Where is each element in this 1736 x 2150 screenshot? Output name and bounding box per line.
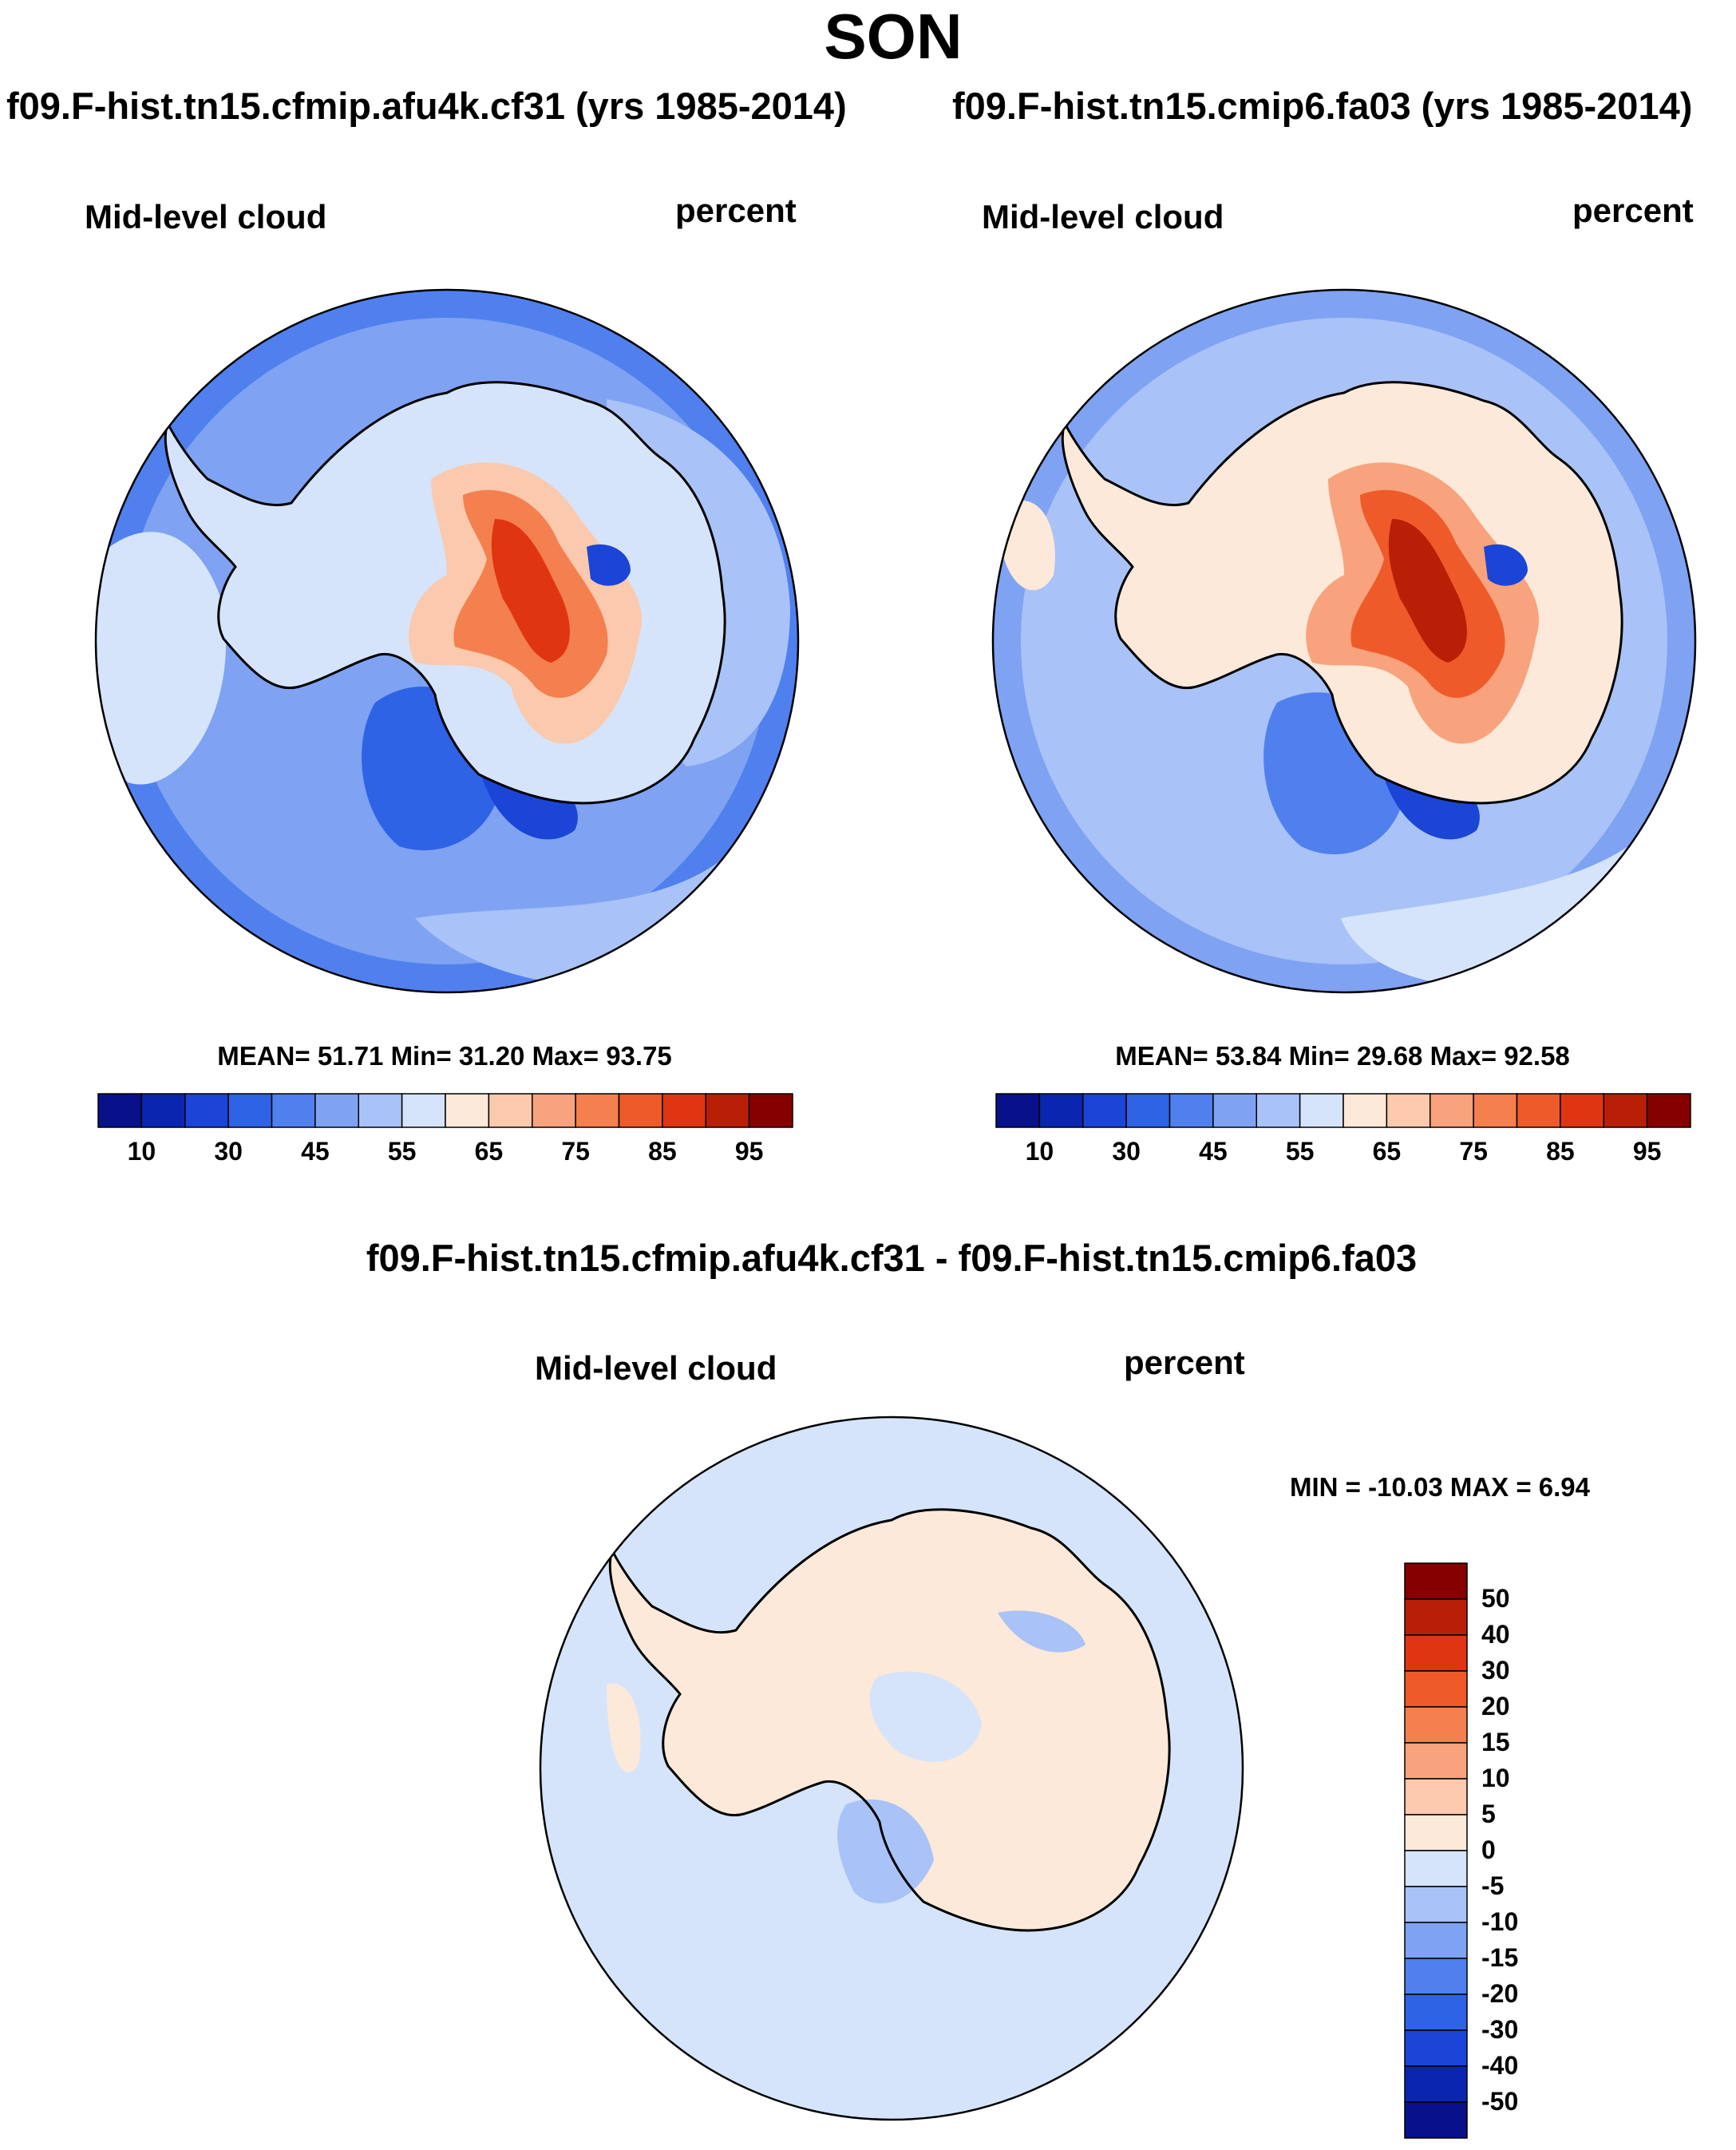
colorbar-tick-label: 0 bbox=[1481, 1835, 1496, 1864]
colorbar-tick-label: -10 bbox=[1481, 1907, 1519, 1936]
colorbar-swatch bbox=[532, 1093, 576, 1128]
colorbar-swatch bbox=[184, 1093, 229, 1128]
colorbar-tick-label: 10 bbox=[127, 1137, 156, 1166]
colorbar-swatch bbox=[97, 1093, 143, 1128]
colorbar-swatch bbox=[1404, 1922, 1468, 1959]
colorbar-tick-label: -20 bbox=[1481, 1979, 1519, 2008]
colorbar-swatch bbox=[227, 1093, 273, 1128]
panel1-map bbox=[96, 290, 798, 992]
colorbar-tick-label: 30 bbox=[1481, 1656, 1510, 1685]
colorbar-tick-label: 45 bbox=[301, 1137, 330, 1166]
colorbar-swatch bbox=[748, 1093, 793, 1128]
colorbar-swatch bbox=[488, 1093, 533, 1128]
colorbar-swatch bbox=[618, 1093, 663, 1128]
colorbar-tick-label: 5 bbox=[1481, 1800, 1496, 1828]
colorbar-tick-label: 85 bbox=[648, 1137, 677, 1166]
colorbar-swatch bbox=[1404, 1814, 1468, 1851]
colorbar-swatch bbox=[271, 1093, 316, 1128]
colorbar-swatch bbox=[314, 1093, 359, 1128]
colorbar-swatch bbox=[1212, 1093, 1257, 1128]
colorbar-swatch bbox=[1404, 1670, 1468, 1708]
colorbar-swatch bbox=[1404, 2029, 1468, 2067]
colorbar-tick-label: 40 bbox=[1481, 1620, 1510, 1649]
panel1-stats: MEAN= 51.71 Min= 31.20 Max= 93.75 bbox=[217, 1041, 672, 1071]
diff-variable-label: Mid-level cloud bbox=[535, 1349, 777, 1387]
colorbar-tick-label: 95 bbox=[734, 1137, 764, 1166]
colorbar-tick-label: 85 bbox=[1546, 1137, 1575, 1166]
colorbar-swatch bbox=[995, 1093, 1041, 1128]
colorbar-swatch bbox=[1560, 1093, 1604, 1128]
colorbar-tick-label: 10 bbox=[1481, 1764, 1510, 1792]
colorbar-swatch bbox=[445, 1093, 490, 1128]
colorbar-tick-label: 65 bbox=[474, 1137, 504, 1166]
colorbar-tick-label: 15 bbox=[1481, 1728, 1510, 1756]
panel2-colorbar bbox=[995, 1093, 1691, 1128]
colorbar-swatch bbox=[1404, 1958, 1468, 1995]
colorbar-tick-label: 50 bbox=[1481, 1584, 1510, 1613]
colorbar-swatch bbox=[1404, 1886, 1468, 1923]
panel2-case-title: f09.F-hist.tn15.cmip6.fa03 (yrs 1985-201… bbox=[952, 85, 1693, 127]
colorbar-swatch bbox=[1473, 1093, 1518, 1128]
colorbar-swatch bbox=[1404, 1994, 1468, 2031]
colorbar-swatch bbox=[1404, 1706, 1468, 1744]
colorbar-tick-label: 65 bbox=[1372, 1137, 1402, 1166]
colorbar-swatch bbox=[662, 1093, 706, 1128]
colorbar-swatch bbox=[1404, 1850, 1468, 1887]
colorbar-tick-label: 30 bbox=[214, 1137, 243, 1166]
panel2-map bbox=[993, 290, 1695, 992]
diff-units-label: percent bbox=[1124, 1344, 1245, 1381]
diff-stats: MIN = -10.03 MAX = 6.94 bbox=[1290, 1472, 1591, 1502]
main-title: SON bbox=[824, 1, 963, 72]
colorbar-tick-label: 20 bbox=[1481, 1692, 1510, 1720]
colorbar-swatch bbox=[705, 1093, 750, 1128]
colorbar-swatch bbox=[575, 1093, 620, 1128]
colorbar-tick-label: 10 bbox=[1025, 1137, 1054, 1166]
colorbar-swatch bbox=[1256, 1093, 1301, 1128]
panel2-stats: MEAN= 53.84 Min= 29.68 Max= 92.58 bbox=[1115, 1041, 1570, 1071]
colorbar-swatch bbox=[1125, 1093, 1171, 1128]
colorbar-swatch bbox=[1404, 2101, 1468, 2139]
colorbar-swatch bbox=[1038, 1093, 1084, 1128]
colorbar-tick-label: 75 bbox=[1459, 1137, 1488, 1166]
colorbar-swatch bbox=[401, 1093, 446, 1128]
colorbar-swatch bbox=[1343, 1093, 1388, 1128]
panel1-colorbar bbox=[97, 1093, 793, 1128]
colorbar-swatch bbox=[1404, 1598, 1468, 1636]
colorbar-tick-label: 75 bbox=[561, 1137, 590, 1166]
colorbar-swatch bbox=[1169, 1093, 1214, 1128]
colorbar-swatch bbox=[1430, 1093, 1474, 1128]
colorbar-swatch bbox=[1603, 1093, 1648, 1128]
diff-colorbar bbox=[1404, 1562, 1468, 2139]
panel2-units-label: percent bbox=[1572, 192, 1694, 229]
colorbar-swatch bbox=[1082, 1093, 1127, 1128]
colorbar-tick-label: -15 bbox=[1481, 1943, 1519, 1972]
colorbar-swatch bbox=[1404, 1562, 1468, 1600]
colorbar-tick-label: -5 bbox=[1481, 1871, 1505, 1900]
colorbar-tick-label: 45 bbox=[1199, 1137, 1228, 1166]
colorbar-tick-label: 30 bbox=[1112, 1137, 1141, 1166]
colorbar-swatch bbox=[1646, 1093, 1691, 1128]
panel2-variable-label: Mid-level cloud bbox=[982, 198, 1224, 236]
colorbar-swatch bbox=[1386, 1093, 1431, 1128]
colorbar-tick-label: 55 bbox=[387, 1137, 417, 1166]
colorbar-tick-label: -30 bbox=[1481, 2015, 1519, 2044]
colorbar-swatch bbox=[1404, 1742, 1468, 1780]
colorbar-tick-label: 55 bbox=[1285, 1137, 1315, 1166]
colorbar-swatch bbox=[1516, 1093, 1561, 1128]
colorbar-tick-label: -40 bbox=[1481, 2051, 1519, 2080]
panel1-units-label: percent bbox=[675, 192, 797, 229]
diff-map bbox=[540, 1417, 1243, 2120]
colorbar-swatch bbox=[140, 1093, 186, 1128]
panel1-case-title: f09.F-hist.tn15.cfmip.afu4k.cf31 (yrs 19… bbox=[6, 85, 847, 127]
colorbar-swatch bbox=[1299, 1093, 1344, 1128]
colorbar-tick-label: -50 bbox=[1481, 2087, 1519, 2116]
colorbar-swatch bbox=[1404, 2065, 1468, 2103]
diff-title: f09.F-hist.tn15.cfmip.afu4k.cf31 - f09.F… bbox=[366, 1237, 1418, 1279]
colorbar-swatch bbox=[358, 1093, 403, 1128]
panel1-variable-label: Mid-level cloud bbox=[85, 198, 327, 236]
colorbar-swatch bbox=[1404, 1634, 1468, 1672]
colorbar-swatch bbox=[1404, 1778, 1468, 1815]
colorbar-tick-label: 95 bbox=[1632, 1137, 1662, 1166]
